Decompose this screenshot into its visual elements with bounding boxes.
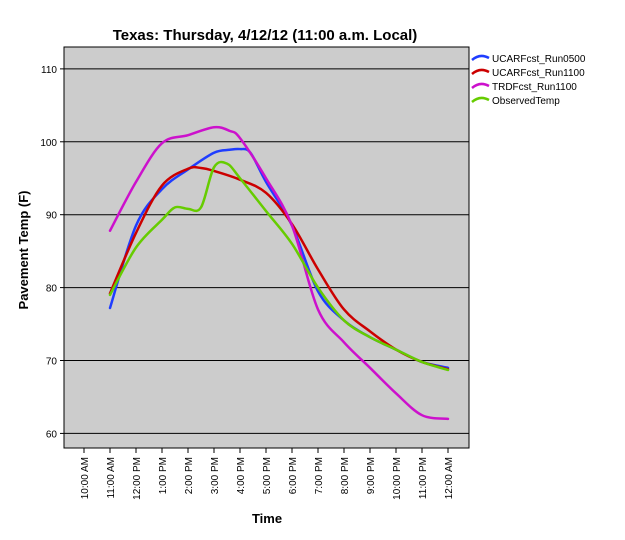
x-tick-label: 7:00 PM — [314, 457, 325, 494]
y-tick-label: 60 — [46, 429, 58, 440]
x-tick-label: 4:00 PM — [236, 457, 247, 494]
legend-label: UCARFcst_Run0500 — [492, 54, 586, 65]
series-line-ucarfcst-run1100 — [108, 165, 450, 371]
legend-label: TRDFcst_Run1100 — [492, 82, 577, 93]
x-tick-label: 11:00 AM — [106, 457, 117, 499]
legend-swatch — [471, 68, 490, 75]
x-axis-label: Time — [252, 511, 282, 526]
legend-swatch — [471, 82, 490, 89]
legend-swatch — [471, 54, 490, 61]
y-tick-label: 100 — [40, 138, 57, 149]
x-tick-label: 2:00 PM — [184, 457, 195, 494]
y-tick-label: 70 — [46, 357, 58, 368]
x-tick-label: 10:00 AM — [80, 457, 91, 499]
y-tick-label: 90 — [46, 211, 58, 222]
plot-area — [64, 47, 469, 448]
x-tick-label: 5:00 PM — [262, 457, 273, 494]
y-axis-ticks: 60 70 80 90 100 110 — [40, 65, 64, 440]
legend: UCARFcst_Run0500 UCARFcst_Run1100 TRDFcst_… — [471, 54, 586, 107]
gridlines — [64, 68, 469, 434]
x-tick-label: 8:00 PM — [340, 457, 351, 494]
legend-label: ObservedTemp — [492, 96, 560, 107]
y-tick-label: 80 — [46, 284, 58, 295]
x-tick-label: 6:00 PM — [288, 457, 299, 494]
y-axis-label: Pavement Temp (F) — [16, 191, 31, 310]
series-line-trdfcst-run1100 — [108, 125, 450, 421]
x-tick-label: 9:00 PM — [366, 457, 377, 494]
x-tick-label: 11:00 PM — [418, 457, 429, 499]
x-axis-ticks: 10:00 AM 11:00 AM 12:00 PM 1:00 PM 2:00 PM 3:… — [80, 448, 455, 500]
y-tick-label: 110 — [41, 65, 57, 76]
x-tick-label: 12:00 AM — [444, 457, 455, 499]
x-tick-label: 3:00 PM — [210, 457, 221, 494]
series-layer — [108, 125, 450, 421]
x-tick-label: 12:00 PM — [132, 457, 143, 500]
x-tick-label: 1:00 PM — [158, 457, 169, 494]
legend-swatch — [471, 96, 490, 103]
series-line-observedtemp — [108, 160, 450, 372]
legend-label: UCARFcst_Run1100 — [492, 68, 585, 79]
x-tick-label: 10:00 PM — [392, 457, 403, 500]
chart-title: Texas: Thursday, 4/12/12 (11:00 a.m. Loc… — [113, 27, 418, 44]
